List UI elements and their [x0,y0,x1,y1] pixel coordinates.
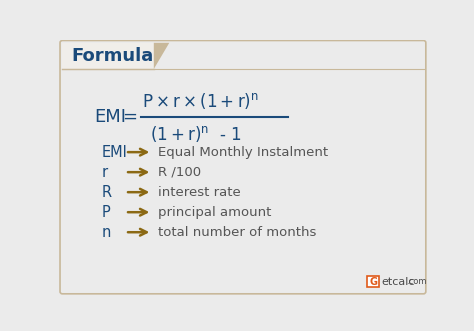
Text: EMI: EMI [102,145,128,160]
Text: R: R [102,185,112,200]
Text: =: = [122,108,137,126]
Text: EMI: EMI [94,108,126,126]
Text: n: n [102,225,111,240]
Text: Equal Monthly Instalment: Equal Monthly Instalment [158,146,328,159]
Text: Formula: Formula [72,47,154,65]
Text: G: G [369,277,377,287]
Text: total number of months: total number of months [158,226,317,239]
Polygon shape [154,43,169,69]
Text: principal amount: principal amount [158,206,272,219]
Text: P: P [102,205,110,220]
Text: .com: .com [406,277,427,286]
Text: $\mathregular{(1 + r)^{n}}$  - 1: $\mathregular{(1 + r)^{n}}$ - 1 [150,124,242,144]
Text: r: r [102,165,108,180]
Bar [63,43,154,69]
Text: $\mathregular{P \times r \times (1 + r)^{n}}$: $\mathregular{P \times r \times (1 + r)^… [142,91,259,111]
FancyBboxPatch shape [60,40,426,294]
Text: interest rate: interest rate [158,186,241,199]
FancyBboxPatch shape [367,276,379,287]
Text: R /100: R /100 [158,166,201,179]
Text: etcalc: etcalc [382,277,415,287]
